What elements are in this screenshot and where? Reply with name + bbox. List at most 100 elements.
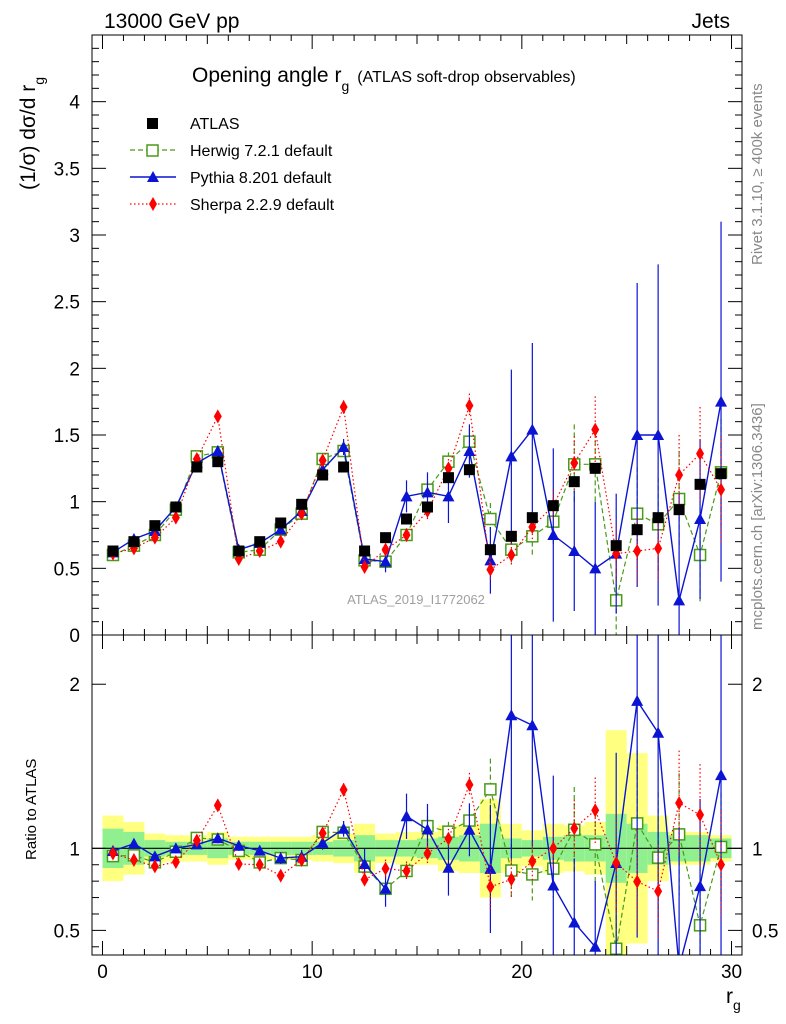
ratio-point — [129, 853, 138, 868]
ratio-point — [379, 882, 392, 894]
main-series-line — [112, 440, 722, 601]
ratio-point — [192, 833, 201, 848]
main-point — [652, 429, 665, 440]
legend-herwig-marker — [146, 144, 159, 157]
ratio-point — [633, 874, 642, 889]
ratio-point — [715, 769, 728, 781]
ratio-point — [255, 857, 264, 872]
main-point — [526, 423, 539, 435]
main-point — [360, 560, 369, 574]
main-point — [401, 513, 413, 525]
main-point — [339, 400, 348, 414]
main-point — [276, 534, 285, 549]
main-point — [610, 540, 622, 552]
ratio-point — [696, 807, 705, 822]
main-point — [150, 530, 159, 545]
ratio-y-tick-label: 0.5 — [54, 921, 80, 942]
ratio-point — [360, 872, 369, 887]
main-point — [379, 555, 392, 567]
main-point — [233, 545, 245, 557]
ratio-point — [381, 861, 390, 876]
ratio-point — [150, 859, 159, 874]
ratio-point — [318, 826, 327, 841]
main-series-line — [112, 405, 722, 571]
main-point — [337, 441, 350, 452]
ratio-y-tick-label: 2 — [69, 675, 80, 696]
ratio-point — [253, 844, 266, 856]
ratio-point — [675, 795, 684, 810]
main-point — [568, 476, 580, 488]
main-point — [275, 517, 287, 529]
main-point — [675, 468, 684, 482]
main-point — [715, 395, 728, 407]
ratio-point — [631, 694, 644, 706]
ratio-point — [465, 777, 474, 792]
ratio-point — [211, 832, 224, 844]
ratio-point — [276, 868, 285, 883]
ratio-point — [423, 846, 432, 861]
ratio-point — [108, 846, 117, 861]
ratio-point — [127, 837, 140, 849]
legend-sherpa-marker — [149, 197, 157, 211]
ratio-point — [589, 940, 602, 952]
main-point — [213, 409, 222, 424]
legend-atlas-marker — [147, 118, 158, 129]
ratio-point — [484, 783, 497, 796]
main-point — [254, 536, 266, 548]
main-point — [212, 456, 224, 468]
ratio-point — [694, 880, 707, 892]
x-tick-label: 0 — [97, 962, 108, 983]
ratio-point — [505, 709, 518, 721]
main-point — [380, 532, 392, 544]
main-point — [255, 544, 264, 558]
ratio-point — [148, 850, 161, 862]
main-point — [673, 504, 685, 516]
main-point — [486, 562, 495, 577]
ratio-point — [169, 842, 182, 854]
legend-herwig-label: Herwig 7.2.1 default — [190, 143, 333, 160]
series-layer — [106, 221, 728, 956]
ratio-point — [547, 879, 560, 891]
main-point — [694, 478, 706, 490]
y-axis-title-ratio: Ratio to ATLAS — [23, 759, 40, 860]
legend-atlas-label: ATLAS — [190, 116, 240, 133]
main-point — [421, 501, 433, 513]
ratio-point — [591, 803, 600, 818]
main-point — [505, 450, 518, 462]
ratio-point — [274, 852, 287, 864]
ratio-point — [526, 719, 539, 731]
main-point — [715, 468, 727, 480]
mcplots-label: mcplots.cern.ch [arXiv:1306.3436] — [749, 403, 766, 630]
y-tick-label: 3.5 — [54, 159, 80, 180]
y-tick-label: 3 — [69, 226, 80, 247]
main-point — [381, 542, 390, 557]
legend: ATLAS Herwig 7.2.1 default Pythia 8.201 … — [130, 116, 335, 214]
main-point — [274, 523, 287, 535]
ratio-point — [339, 782, 348, 797]
header-left: 13000 GeV pp — [104, 10, 239, 33]
axes: 0 10 20 30 0 0.5 1 1.5 2 2.5 3 3.5 4 0.5 0.5 1 1 2 2 — [54, 34, 778, 983]
main-point — [463, 464, 475, 476]
main-point — [318, 453, 327, 468]
main-point — [171, 510, 180, 525]
ratio-point — [337, 822, 350, 834]
main-point — [526, 512, 538, 524]
legend-sherpa-label: Sherpa 2.2.9 default — [190, 197, 335, 214]
y-tick-label: 4 — [69, 93, 80, 114]
series-atlas — [107, 456, 727, 557]
main-point — [359, 545, 371, 557]
main-point — [191, 461, 203, 473]
ratio-point — [316, 836, 329, 848]
main-point — [442, 472, 454, 484]
header-right: Jets — [691, 10, 730, 33]
ratio-point — [442, 861, 455, 873]
main-point — [631, 524, 643, 536]
main-point — [317, 469, 329, 481]
y-tick-label: 0.5 — [54, 559, 80, 580]
x-tick-label: 30 — [721, 962, 742, 983]
main-point — [107, 545, 119, 557]
main-point — [358, 553, 371, 564]
main-point — [296, 498, 308, 510]
chart-title: Opening angle rg (ATLAS soft-drop observa… — [192, 64, 576, 94]
